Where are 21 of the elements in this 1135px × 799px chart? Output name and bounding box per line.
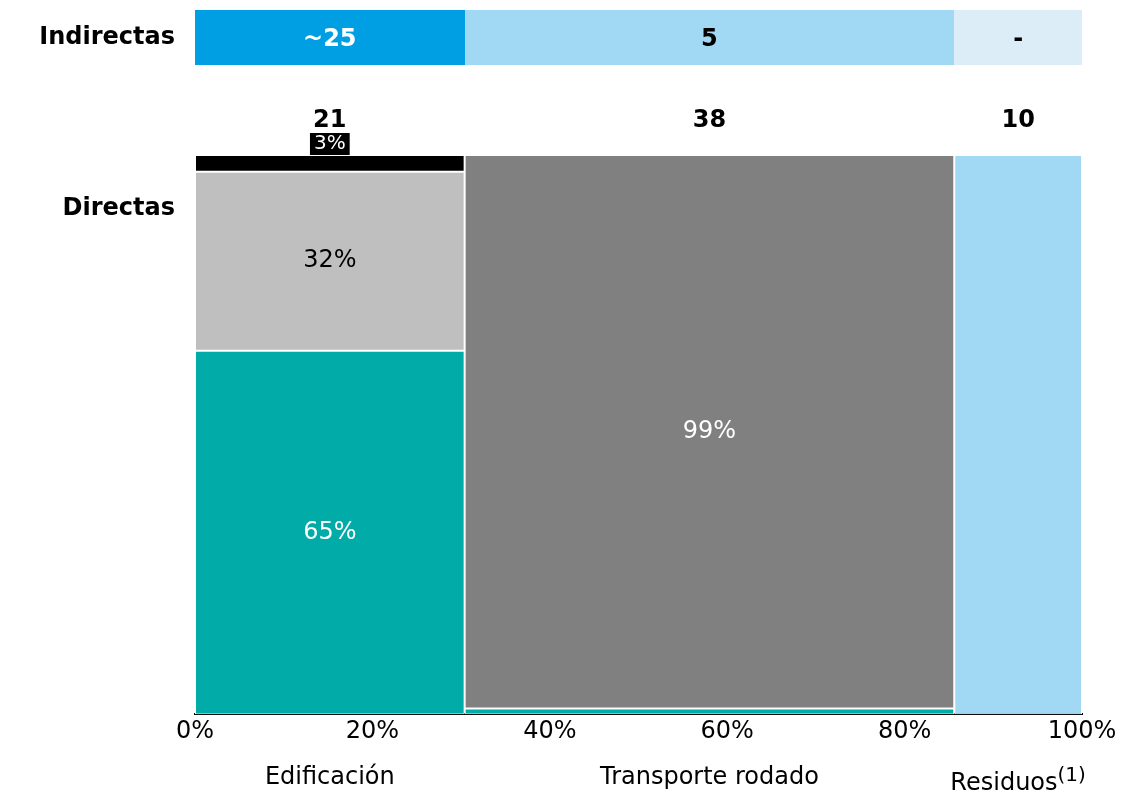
text: - bbox=[954, 10, 1082, 65]
x-tick-label: 60% bbox=[700, 715, 754, 744]
annotation: 21 bbox=[313, 105, 347, 133]
data-label: 32% bbox=[303, 245, 357, 274]
x-tick-label: 20% bbox=[345, 715, 400, 744]
text: 5 bbox=[464, 10, 955, 65]
data-label: 99% bbox=[682, 416, 737, 445]
data-label: 3% bbox=[313, 130, 346, 155]
x-tick-label: 40% bbox=[523, 715, 577, 744]
text: Residuos$^{(1)}$ bbox=[950, 762, 1086, 797]
x-tick-label: 80% bbox=[877, 715, 932, 744]
text: Indirectas bbox=[38, 22, 175, 50]
data-label: 65% bbox=[303, 516, 357, 545]
x-tick-label: 100% bbox=[1047, 715, 1117, 744]
x-tick-label: 0% bbox=[175, 715, 215, 744]
annotation: 10 bbox=[1001, 105, 1035, 133]
y-axis-title: Directas bbox=[62, 193, 175, 221]
annotation: 38 bbox=[692, 105, 727, 133]
text: ~25 bbox=[195, 10, 465, 65]
text: Edificación bbox=[264, 762, 395, 791]
text: Transporte rodado bbox=[600, 762, 819, 791]
